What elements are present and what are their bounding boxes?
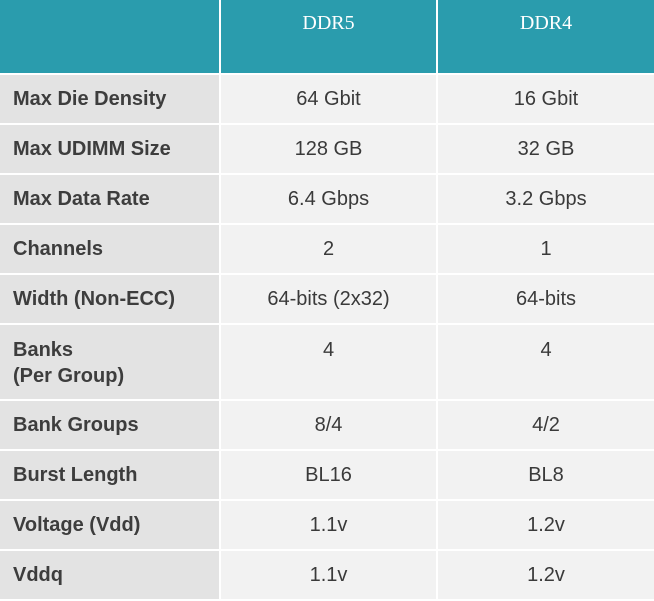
ddr5-value: 1.1v <box>220 500 438 551</box>
row-label: Max Die Density <box>0 74 221 125</box>
ddr4-value: 1.2v <box>437 550 654 601</box>
row-label: Max UDIMM Size <box>0 124 221 175</box>
table-row: Max UDIMM Size 128 GB 32 GB <box>0 124 654 175</box>
header-ddr4: DDR4 <box>437 0 654 75</box>
ddr5-value: 8/4 <box>220 400 438 451</box>
row-label: Bank Groups <box>0 400 221 451</box>
row-label: Vddq <box>0 550 221 601</box>
ddr4-value: 4/2 <box>437 400 654 451</box>
ddr4-value: 4 <box>437 324 654 401</box>
ddr5-value: 64-bits (2x32) <box>220 274 438 325</box>
ddr5-value: 4 <box>220 324 438 401</box>
table-row: Banks (Per Group) 4 4 <box>0 324 654 401</box>
table-row: Vddq 1.1v 1.2v <box>0 550 654 601</box>
table-row: Max Data Rate 6.4 Gbps 3.2 Gbps <box>0 174 654 225</box>
ddr5-value: 2 <box>220 224 438 275</box>
ddr5-value: 6.4 Gbps <box>220 174 438 225</box>
row-label: Channels <box>0 224 221 275</box>
ddr4-value: 16 Gbit <box>437 74 654 125</box>
row-label: Max Data Rate <box>0 174 221 225</box>
ddr4-value: 1.2v <box>437 500 654 551</box>
ddr5-value: BL16 <box>220 450 438 501</box>
header-ddr5: DDR5 <box>220 0 438 75</box>
ddr4-value: 1 <box>437 224 654 275</box>
table-row: Channels 2 1 <box>0 224 654 275</box>
row-label: Voltage (Vdd) <box>0 500 221 551</box>
table-row: Width (Non-ECC) 64-bits (2x32) 64-bits <box>0 274 654 325</box>
row-label: Width (Non-ECC) <box>0 274 221 325</box>
header-corner-cell <box>0 0 221 75</box>
ddr4-value: BL8 <box>437 450 654 501</box>
table-row: Burst Length BL16 BL8 <box>0 450 654 501</box>
table-header-row: DDR5 DDR4 <box>0 0 654 75</box>
row-label: Burst Length <box>0 450 221 501</box>
table-row: Bank Groups 8/4 4/2 <box>0 400 654 451</box>
ddr5-value: 128 GB <box>220 124 438 175</box>
ddr4-value: 32 GB <box>437 124 654 175</box>
ddr5-value: 64 Gbit <box>220 74 438 125</box>
ddr4-value: 64-bits <box>437 274 654 325</box>
ddr4-value: 3.2 Gbps <box>437 174 654 225</box>
row-label: Banks (Per Group) <box>0 324 221 401</box>
table-row: Max Die Density 64 Gbit 16 Gbit <box>0 74 654 125</box>
table-row: Voltage (Vdd) 1.1v 1.2v <box>0 500 654 551</box>
ddr5-value: 1.1v <box>220 550 438 601</box>
